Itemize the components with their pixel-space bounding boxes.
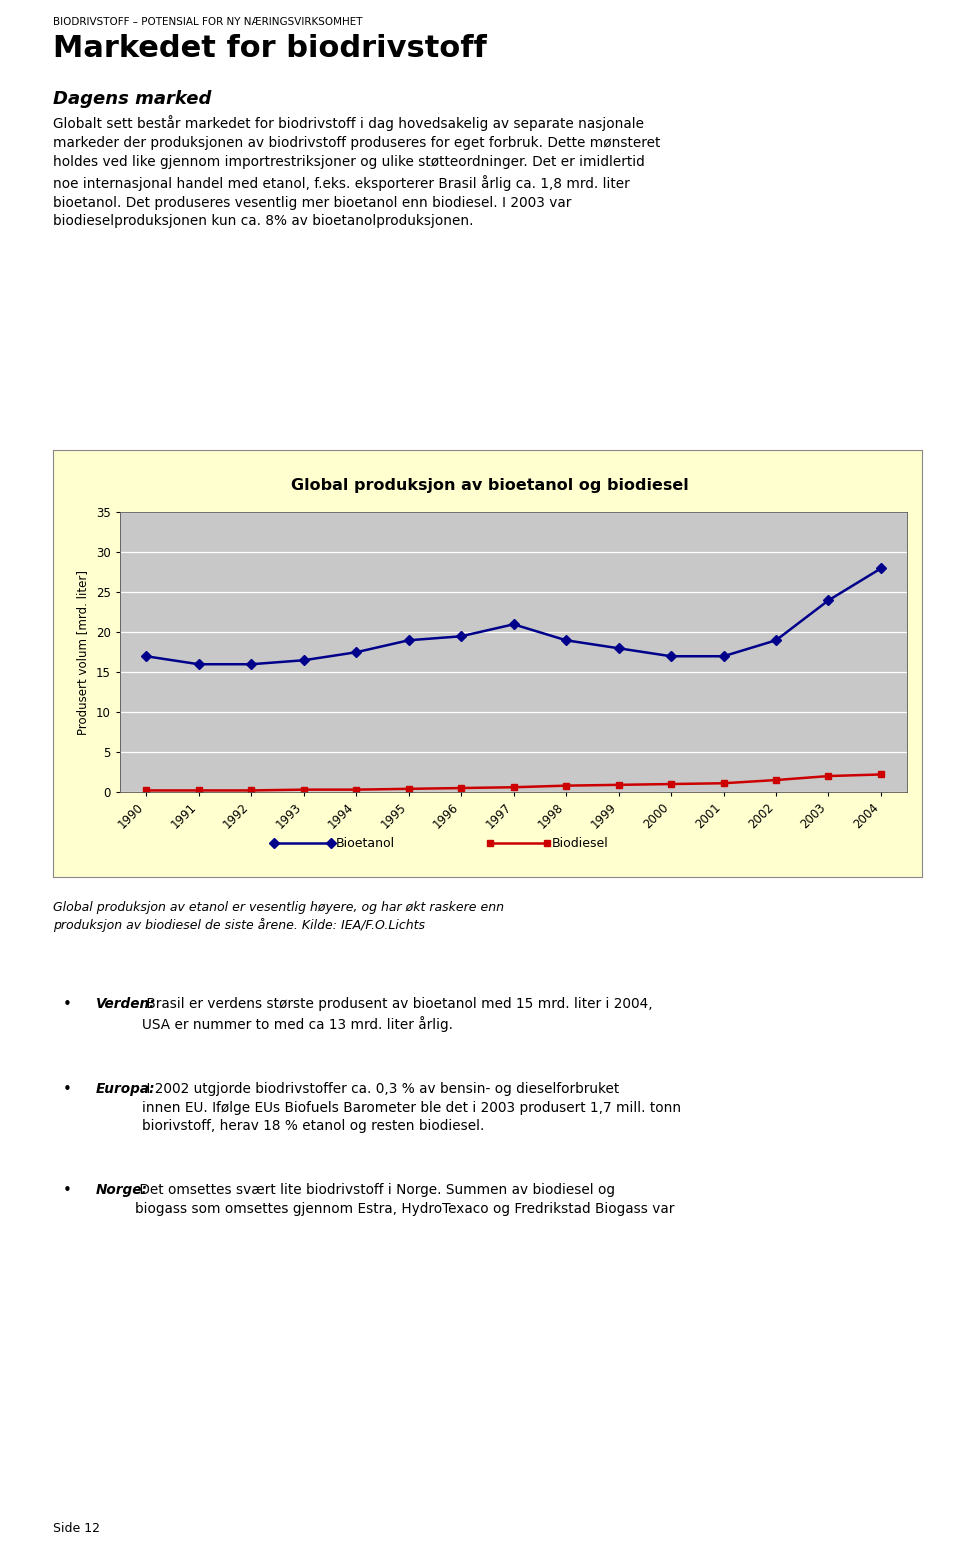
Text: Europa:: Europa: bbox=[96, 1082, 156, 1096]
Text: I 2002 utgjorde biodrivstoffer ca. 0,3 % av bensin- og dieselforbruket
innen EU.: I 2002 utgjorde biodrivstoffer ca. 0,3 %… bbox=[142, 1082, 681, 1134]
Text: Side 12: Side 12 bbox=[53, 1522, 100, 1534]
Text: Biodiesel: Biodiesel bbox=[552, 837, 609, 849]
Y-axis label: Produsert volum [mrd. liter]: Produsert volum [mrd. liter] bbox=[76, 570, 89, 735]
Text: Norge:: Norge: bbox=[96, 1183, 148, 1197]
Text: BIODRIVSTOFF – POTENSIAL FOR NY NÆRINGSVIRKSOMHET: BIODRIVSTOFF – POTENSIAL FOR NY NÆRINGSV… bbox=[53, 17, 362, 26]
Text: •: • bbox=[62, 997, 71, 1013]
Text: Det omsettes svært lite biodrivstoff i Norge. Summen av biodiesel og
biogass som: Det omsettes svært lite biodrivstoff i N… bbox=[135, 1183, 675, 1216]
Text: •: • bbox=[62, 1082, 71, 1098]
Text: Verden:: Verden: bbox=[96, 997, 156, 1011]
Text: Bioetanol: Bioetanol bbox=[336, 837, 396, 849]
Text: Brasil er verdens største produsent av bioetanol med 15 mrd. liter i 2004,
USA e: Brasil er verdens største produsent av b… bbox=[142, 997, 653, 1033]
Text: Global produksjon av etanol er vesentlig høyere, og har økt raskere enn
produksj: Global produksjon av etanol er vesentlig… bbox=[53, 901, 504, 932]
Text: Markedet for biodrivstoff: Markedet for biodrivstoff bbox=[53, 34, 487, 64]
Text: Dagens marked: Dagens marked bbox=[53, 90, 211, 109]
Text: Globalt sett består markedet for biodrivstoff i dag hovedsakelig av separate nas: Globalt sett består markedet for biodriv… bbox=[53, 115, 660, 228]
Text: •: • bbox=[62, 1183, 71, 1199]
Text: Global produksjon av bioetanol og biodiesel: Global produksjon av bioetanol og biodie… bbox=[291, 478, 688, 494]
